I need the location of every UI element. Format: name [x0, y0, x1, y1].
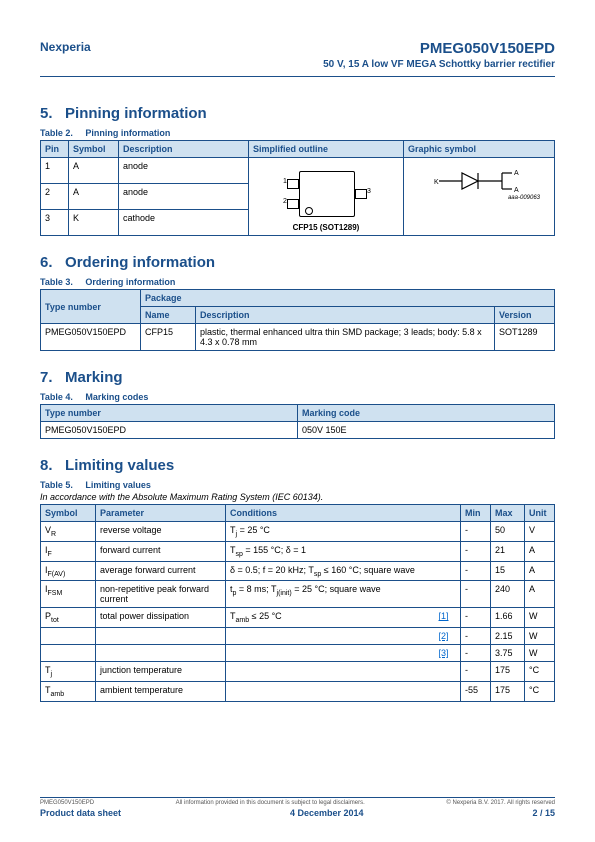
th-pin: Pin [41, 141, 69, 158]
th-outline: Simplified outline [249, 141, 404, 158]
symbol-ref: aaa-009063 [408, 195, 550, 201]
section-5-heading: 5. Pinning information [40, 105, 555, 122]
th-package: Package [141, 290, 555, 307]
footer-date: 4 December 2014 [290, 808, 364, 818]
part-subtitle: 50 V, 15 A low VF MEGA Schottky barrier … [323, 59, 555, 70]
table-row: VRreverse voltageTj = 25 °C-50V [41, 522, 555, 542]
th-parameter: Parameter [96, 505, 226, 522]
table-row: IFSMnon-repetitive peak forward currentt… [41, 581, 555, 608]
th-marking: Marking code [298, 405, 555, 422]
svg-text:K: K [434, 179, 439, 186]
table-row: [2]-2.15W [41, 628, 555, 645]
svg-text:A: A [514, 187, 519, 194]
table-row: PMEG050V150EPD 050V 150E [41, 422, 555, 439]
table-row: IFforward currentTsp = 155 °C; δ = 1-21A [41, 541, 555, 561]
svg-text:A: A [514, 170, 519, 177]
table-2-caption: Table 2. Pinning information [40, 128, 555, 138]
footnote-link[interactable]: [3] [439, 648, 449, 658]
footer-disclaimer: All information provided in this documen… [176, 800, 365, 806]
table-row: IF(AV)average forward currentδ = 0.5; f … [41, 561, 555, 581]
section-7-heading: 7. Marking [40, 369, 555, 386]
table-4-caption: Table 4. Marking codes [40, 392, 555, 402]
section-6-heading: 6. Ordering information [40, 254, 555, 271]
table-pinning: Pin Symbol Description Simplified outlin… [40, 140, 555, 236]
section-5-num: 5. [40, 105, 53, 122]
diode-symbol-icon: K A A [434, 165, 524, 197]
graphic-symbol-cell: K A A aaa-009063 [404, 158, 555, 236]
footer-page-number: 2 / 15 [532, 808, 555, 818]
page-header: Nexperia PMEG050V150EPD 50 V, 15 A low V… [40, 40, 555, 74]
table-row: 1 A anode 1 2 3 CFP15 (SOT1289) [41, 158, 555, 184]
th-type: Type number [41, 405, 298, 422]
th-version: Version [494, 307, 554, 324]
section-5-title: Pinning information [65, 105, 207, 122]
section-8-heading: 8. Limiting values [40, 457, 555, 474]
footer-copyright: © Nexperia B.V. 2017. All rights reserve… [446, 800, 555, 806]
table-row: PMEG050V150EPD CFP15 plastic, thermal en… [41, 324, 555, 351]
footer-partno: PMEG050V150EPD [40, 800, 94, 806]
th-min: Min [461, 505, 491, 522]
footnote-link[interactable]: [2] [439, 631, 449, 641]
table-row: Tjjunction temperature-175°C [41, 662, 555, 682]
table-5-subcaption: In accordance with the Absolute Maximum … [40, 492, 555, 502]
table-row: [3]-3.75W [41, 645, 555, 662]
th-symbol: Symbol [41, 505, 96, 522]
part-number: PMEG050V150EPD [323, 40, 555, 57]
th-unit: Unit [525, 505, 555, 522]
th-conditions: Conditions [226, 505, 461, 522]
th-symbol: Symbol [69, 141, 119, 158]
th-type: Type number [41, 290, 141, 324]
th-name: Name [141, 307, 196, 324]
table-marking: Type number Marking code PMEG050V150EPD … [40, 404, 555, 439]
th-graphic: Graphic symbol [404, 141, 555, 158]
table-row: Ptottotal power dissipationTamb ≤ 25 °C[… [41, 608, 555, 628]
package-outline-diagram: 1 2 3 [281, 165, 371, 221]
company-name: Nexperia [40, 40, 91, 54]
package-outline-cell: 1 2 3 CFP15 (SOT1289) [249, 158, 404, 236]
package-label: CFP15 (SOT1289) [253, 223, 399, 232]
header-rule [40, 76, 555, 77]
th-desc: Description [196, 307, 495, 324]
table-row: Tambambient temperature-55175°C [41, 681, 555, 701]
th-description: Description [119, 141, 249, 158]
footer-doc-type: Product data sheet [40, 808, 121, 818]
table-5-caption: Table 5. Limiting values [40, 480, 555, 490]
page-footer: PMEG050V150EPD All information provided … [40, 797, 555, 818]
th-max: Max [491, 505, 525, 522]
table-limiting: Symbol Parameter Conditions Min Max Unit… [40, 504, 555, 702]
table-ordering: Type number Package Name Description Ver… [40, 289, 555, 351]
footnote-link[interactable]: [1] [439, 611, 449, 621]
table-3-caption: Table 3. Ordering information [40, 277, 555, 287]
